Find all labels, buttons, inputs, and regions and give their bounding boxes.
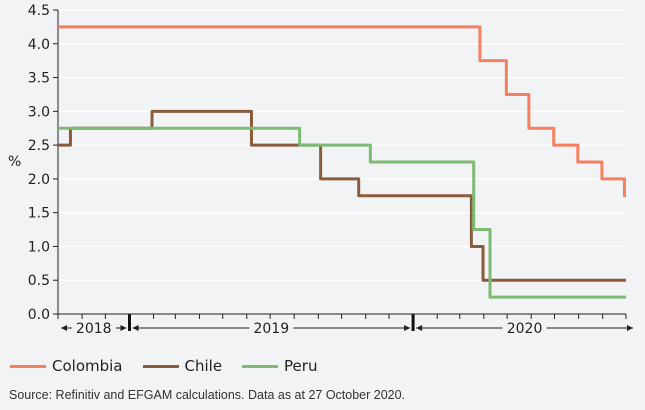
y-tick-label: 2.0 [28, 172, 50, 188]
y-tick-label: 0.5 [28, 273, 50, 289]
arrow-left-icon [416, 325, 423, 331]
y-axis-label: % [8, 154, 21, 170]
legend-item-peru: Peru [242, 357, 317, 375]
legend-item-chile: Chile [142, 357, 223, 375]
y-tick-label: 3.0 [28, 104, 50, 120]
legend-swatch-peru [242, 364, 279, 368]
arrow-right-icon [120, 325, 127, 331]
series-line-colombia [58, 25, 626, 198]
y-tick-label: 1.5 [28, 206, 50, 222]
y-tick-label: 4.5 [28, 3, 50, 19]
arrow-right-icon [627, 325, 633, 331]
series-line-chile [58, 109, 626, 282]
y-tick-label: 2.5 [28, 138, 50, 154]
year-label-2019: 2019 [253, 321, 289, 337]
year-label-2018: 2018 [76, 321, 112, 337]
year-label-2020: 2020 [507, 321, 543, 337]
arrow-right-icon [404, 325, 411, 331]
legend-label-colombia: Colombia [52, 357, 123, 375]
legend-swatch-colombia [10, 364, 46, 368]
y-tick-label: 3.5 [28, 71, 50, 87]
series-line-peru [58, 126, 626, 299]
source-note: Source: Refinitiv and EFGAM calculations… [9, 388, 406, 402]
legend: Colombia Chile Peru [10, 357, 317, 375]
arrow-left-icon [61, 325, 67, 331]
legend-item-colombia: Colombia [10, 357, 123, 375]
y-tick-label: 0.0 [28, 307, 50, 323]
y-tick-label: 4.0 [28, 37, 50, 53]
legend-label-peru: Peru [284, 357, 318, 375]
legend-swatch-chile [142, 364, 179, 368]
y-tick-label: 1.0 [28, 239, 50, 255]
legend-label-chile: Chile [184, 357, 223, 375]
arrow-left-icon [132, 325, 139, 331]
chart: 0.0 0.5 1.0 1.5 2.0 2.5 3.0 3.5 4.0 4.5% 2018 2019 2… [8, 3, 633, 337]
